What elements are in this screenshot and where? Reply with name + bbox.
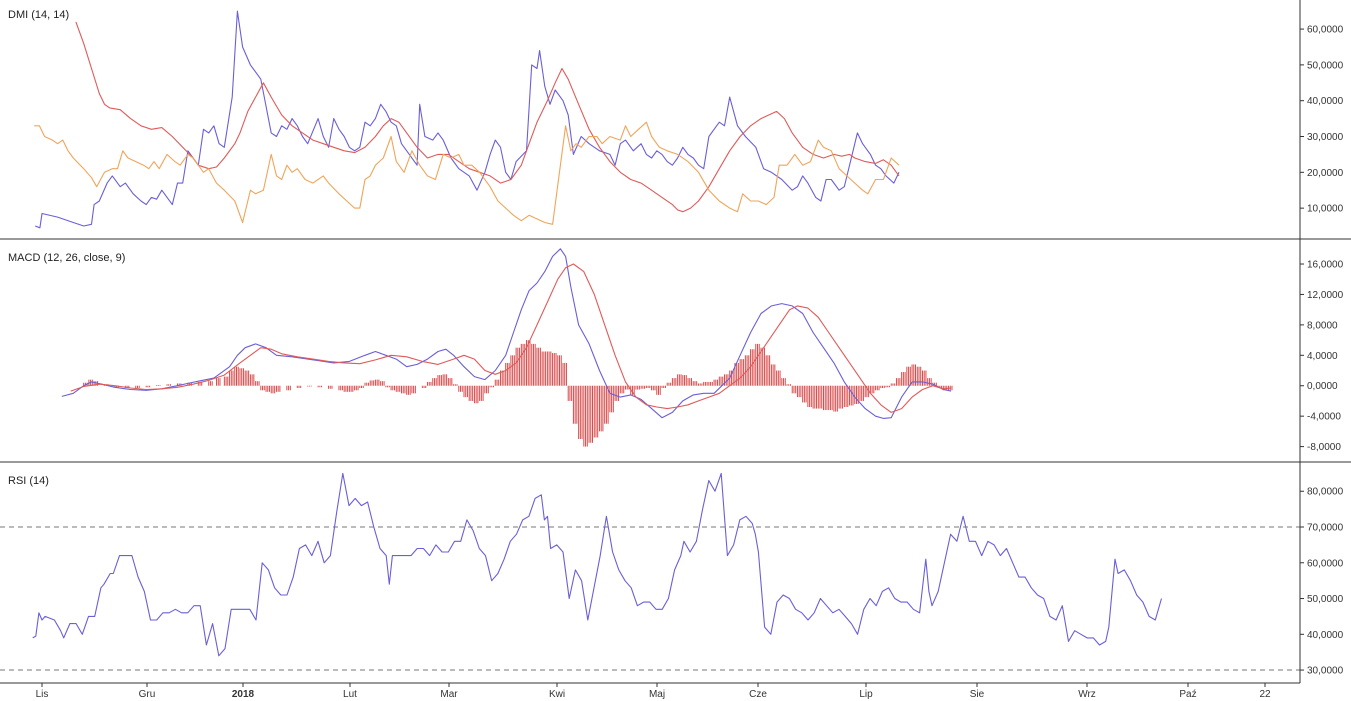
rsi-y-tick-label: 70,0000 <box>1307 523 1344 534</box>
dmi-y-tick-label: 20,0000 <box>1307 168 1344 179</box>
x-tick-label: Gru <box>139 689 156 700</box>
rsi-y-axis: 30,0000 40,0000 50,0000 60,0000 70,0000 80,00… <box>1300 487 1344 677</box>
dmi-y-tick-label: 50,0000 <box>1307 60 1344 71</box>
x-tick-label: Lut <box>343 689 357 700</box>
macd-panel: MACD (12, 26, close, 9) -8,0000 -4,0000 0,… <box>8 248 1344 453</box>
dmi-y-tick-label: 10,0000 <box>1307 204 1344 215</box>
dmi-y-tick-label: 40,0000 <box>1307 96 1344 107</box>
dmi-panel: DMI (14, 14) 10,0000 20,0000 30,0000 40,000… <box>8 9 1344 229</box>
rsi-series-line-blue <box>32 472 1163 657</box>
macd-histogram <box>83 340 953 447</box>
macd-series-line-blue <box>61 248 952 419</box>
rsi-y-tick-label: 80,0000 <box>1307 487 1344 498</box>
macd-y-axis: -8,0000 -4,0000 0,0000 4,0000 8,0000 12,0000 1… <box>1300 260 1344 453</box>
rsi-y-tick-label: 60,0000 <box>1307 558 1344 569</box>
dmi-y-tick-label: 30,0000 <box>1307 132 1344 143</box>
dmi-y-tick-label: 60,0000 <box>1307 25 1344 36</box>
macd-y-tick-label: 12,0000 <box>1307 290 1344 301</box>
rsi-panel: RSI (14) 30,0000 40,0000 50,0000 60,0000 70,… <box>0 472 1344 677</box>
rsi-y-tick-label: 30,0000 <box>1307 666 1344 677</box>
macd-y-tick-label: -4,0000 <box>1307 412 1341 423</box>
x-tick-label: Mar <box>440 689 458 700</box>
macd-series-group <box>61 248 952 419</box>
rsi-reference-lines <box>0 526 1300 671</box>
x-tick-label: 22 <box>1259 689 1271 700</box>
dmi-series-line-blue <box>35 10 900 229</box>
rsi-series-group <box>32 472 1163 657</box>
rsi-y-tick-label: 40,0000 <box>1307 630 1344 641</box>
x-tick-label: Kwi <box>549 689 565 700</box>
x-tick-label: Lip <box>859 689 873 700</box>
macd-y-tick-label: 0,0000 <box>1307 381 1338 392</box>
macd-y-tick-label: 16,0000 <box>1307 260 1344 271</box>
macd-y-tick-label: 4,0000 <box>1307 351 1338 362</box>
x-tick-label: Wrz <box>1078 689 1096 700</box>
dmi-series-group <box>34 10 900 229</box>
rsi-panel-title: RSI (14) <box>8 475 49 487</box>
x-axis: Lis Gru 2018 Lut Mar Kwi Maj Cze Lip Sie Wrz Paź 22 <box>36 683 1271 700</box>
dmi-y-axis: 10,0000 20,0000 30,0000 40,0000 50,0000 60,00… <box>1300 25 1344 215</box>
x-tick-label: Paź <box>1179 689 1196 700</box>
rsi-y-tick-label: 50,0000 <box>1307 594 1344 605</box>
x-tick-label: Lis <box>36 689 49 700</box>
x-tick-label: Sie <box>970 689 985 700</box>
macd-y-tick-label: 8,0000 <box>1307 320 1338 331</box>
x-tick-label: Maj <box>649 689 665 700</box>
dmi-panel-title: DMI (14, 14) <box>8 9 69 21</box>
macd-y-tick-label: -8,0000 <box>1307 442 1341 453</box>
macd-series-line-red <box>70 263 952 413</box>
macd-panel-title: MACD (12, 26, close, 9) <box>8 252 125 264</box>
dmi-series-line-orange <box>34 121 900 225</box>
x-tick-label: 2018 <box>232 689 255 700</box>
x-tick-label: Cze <box>749 689 767 700</box>
